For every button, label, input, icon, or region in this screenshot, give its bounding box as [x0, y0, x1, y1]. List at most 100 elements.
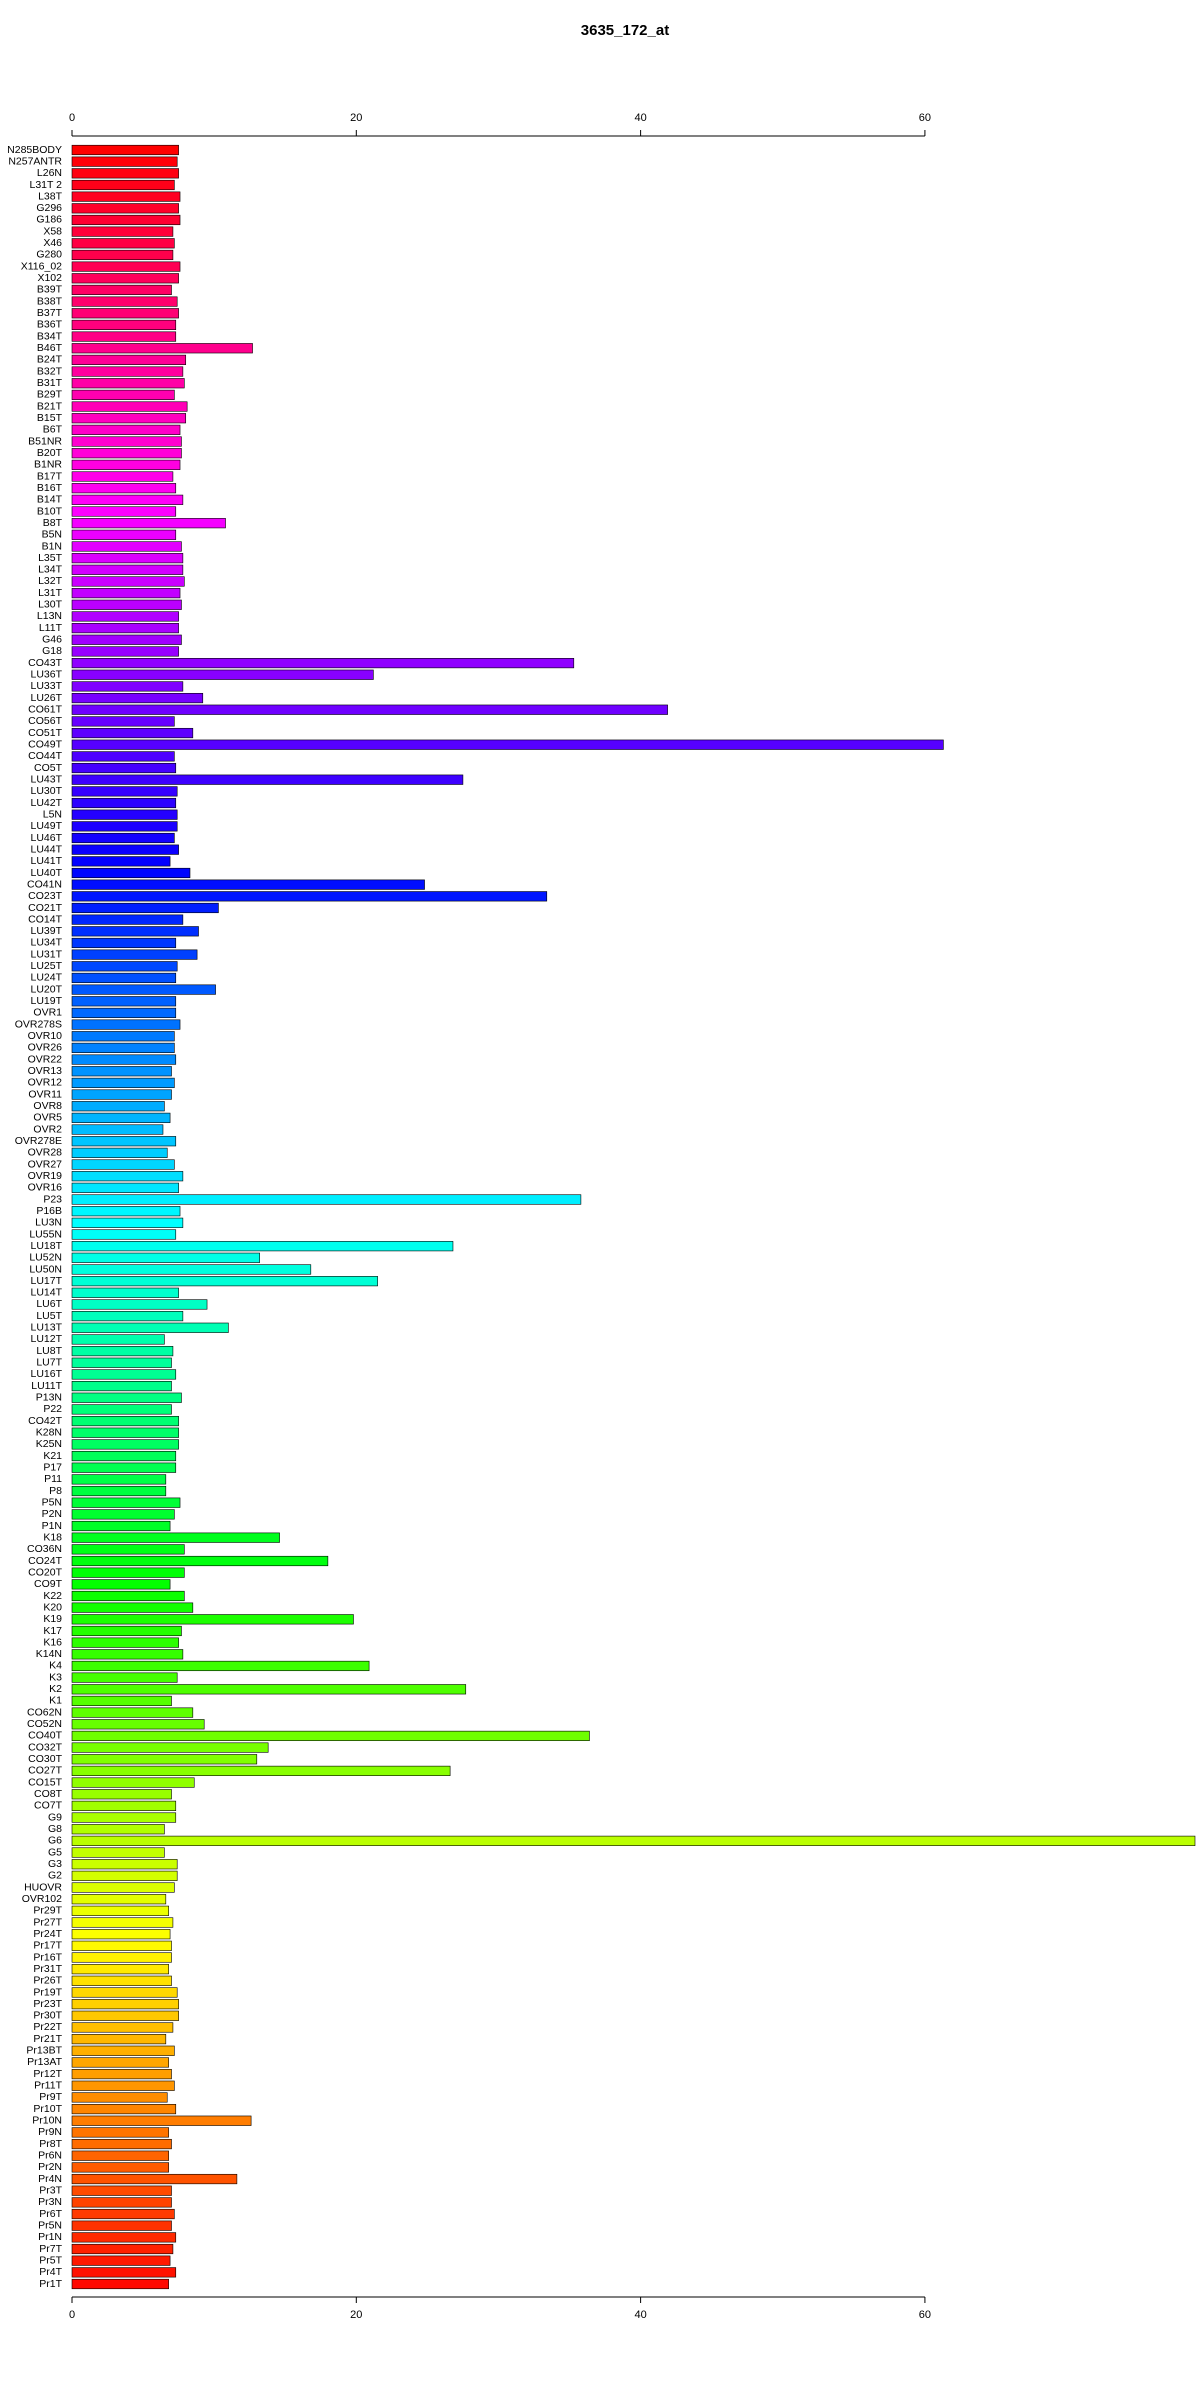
- y-tick-label: LU12T: [30, 1333, 62, 1345]
- bar: [71, 1544, 185, 1555]
- bar: [71, 786, 178, 797]
- bar: [71, 1870, 178, 1881]
- y-tick-label: L30T: [38, 599, 63, 611]
- y-tick-label: OVR278S: [15, 1018, 62, 1030]
- y-tick-label: Pr3N: [38, 2196, 62, 2208]
- bar: [71, 249, 174, 261]
- bar: [71, 424, 181, 435]
- y-tick-label: OVR13: [28, 1065, 63, 1077]
- y-tick-label: CO44T: [28, 750, 62, 762]
- bar: [71, 611, 179, 622]
- y-tick-label: CO8T: [34, 1788, 63, 1800]
- y-tick-label: Pr13AT: [27, 2056, 62, 2068]
- y-tick-label: Pr26T: [33, 1975, 62, 1987]
- y-tick-label: Pr8T: [39, 2138, 62, 2150]
- bar: [71, 1660, 370, 1672]
- bar: [71, 1824, 165, 1835]
- y-tick-label: L35T: [38, 552, 63, 564]
- x-tick-label: 20: [350, 2309, 362, 2321]
- y-tick-label: Pr6T: [39, 2208, 62, 2220]
- y-tick-label: Pr21T: [33, 2033, 62, 2045]
- bar: [71, 1765, 451, 1776]
- y-tick-label: CO62N: [27, 1706, 62, 1718]
- bar: [71, 448, 182, 459]
- y-tick-label: Pr16T: [33, 1951, 62, 1963]
- bar: [71, 1649, 184, 1660]
- y-tick-label: LU34T: [30, 937, 62, 949]
- y-tick-label: Pr2N: [38, 2161, 62, 2173]
- y-tick-label: OVR26: [28, 1042, 63, 1054]
- bar: [71, 2278, 169, 2290]
- bar: [71, 343, 253, 354]
- bar: [71, 1427, 179, 1438]
- bar: [71, 319, 177, 330]
- bar: [71, 506, 177, 517]
- bar: [71, 1007, 177, 1019]
- y-tick-label: LU17T: [30, 1275, 62, 1287]
- bar: [71, 156, 178, 167]
- y-tick-label: Pr24T: [33, 1928, 62, 1940]
- bar: [71, 634, 182, 645]
- y-tick-label: K28N: [36, 1427, 62, 1439]
- bar: [71, 2197, 172, 2208]
- bar: [71, 2220, 172, 2231]
- bar: [71, 2069, 172, 2080]
- y-tick-label: B29T: [37, 389, 63, 401]
- y-tick-label: OVR102: [22, 1893, 62, 1905]
- y-tick-label: G5: [48, 1846, 62, 1858]
- bar: [71, 1579, 171, 1590]
- bar: [71, 2104, 177, 2115]
- y-tick-label: LU46T: [30, 832, 62, 844]
- y-tick-label: B10T: [37, 505, 63, 517]
- y-tick-label: Pr11T: [34, 2080, 62, 2092]
- bar: [71, 716, 175, 727]
- y-tick-label: OVR2: [33, 1123, 62, 1135]
- bar: [71, 599, 182, 610]
- bar: [71, 226, 174, 237]
- y-tick-label: Pr31T: [33, 1963, 62, 1975]
- bar: [71, 2185, 172, 2196]
- bar: [71, 1719, 205, 1730]
- bar: [71, 553, 184, 564]
- y-tick-label: B1N: [42, 540, 62, 552]
- bar: [71, 1509, 175, 1520]
- bar: [71, 1917, 174, 1928]
- y-tick-label: K21: [43, 1450, 62, 1462]
- y-tick-label: G2: [48, 1870, 62, 1882]
- bar: [71, 646, 179, 657]
- y-tick-label: OVR8: [33, 1100, 62, 1112]
- bar: [71, 2173, 238, 2185]
- x-tick-label: 0: [69, 2309, 75, 2321]
- y-tick-label: Pr3T: [39, 2184, 62, 2196]
- chart-title: 3635_172_at: [581, 22, 669, 39]
- bar: [71, 144, 179, 156]
- y-tick-label: X46: [43, 237, 62, 249]
- y-tick-label: OVR27: [28, 1158, 63, 1170]
- y-tick-label: K16: [43, 1636, 62, 1648]
- y-tick-label: CO41N: [27, 878, 62, 890]
- y-tick-label: LU3N: [35, 1217, 62, 1229]
- y-tick-label: G280: [36, 249, 62, 261]
- bar: [71, 1031, 175, 1042]
- bar: [71, 168, 179, 179]
- bar: [71, 238, 175, 249]
- y-tick-label: L38T: [38, 190, 63, 202]
- bar: [71, 1789, 172, 1800]
- y-tick-label: K1: [49, 1695, 62, 1707]
- y-tick-label: P16B: [36, 1205, 62, 1217]
- bar: [71, 1929, 171, 1940]
- bar: [71, 1182, 179, 1193]
- y-tick-label: G18: [42, 645, 62, 657]
- y-tick-label: B21T: [37, 400, 63, 412]
- y-tick-label: B15T: [37, 412, 63, 424]
- y-tick-label: Pr9T: [39, 2091, 62, 2103]
- bar: [71, 1346, 174, 1357]
- bar: [71, 1299, 208, 1310]
- y-tick-label: B51NR: [28, 435, 62, 447]
- bar: [71, 1241, 454, 1252]
- y-tick-label: CO49T: [28, 739, 62, 751]
- y-tick-label: B36T: [37, 319, 63, 331]
- bar: [71, 1019, 181, 1030]
- bar: [71, 1754, 258, 1765]
- y-tick-label: K22: [43, 1590, 62, 1602]
